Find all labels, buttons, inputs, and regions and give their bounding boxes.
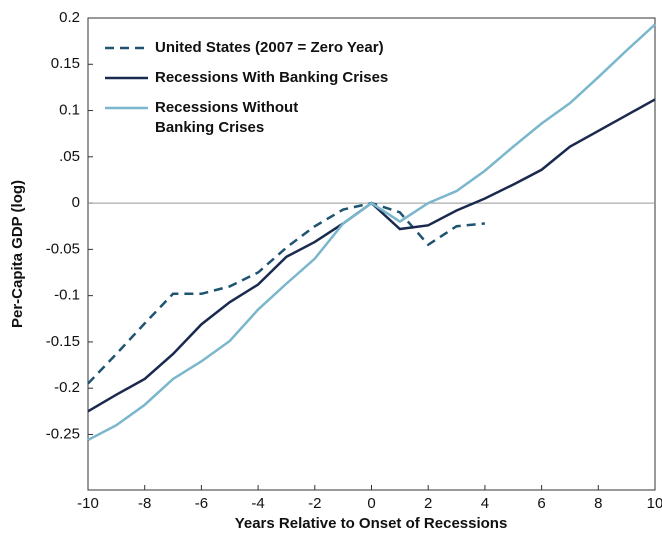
legend-label-line: Banking Crises [155,119,264,136]
plot-frame [87,17,656,491]
x-tick-label: -4 [251,495,264,512]
y-tick-label: -0.1 [54,287,80,304]
y-tick-label: 0.15 [51,55,80,72]
y-tick-label: 0.1 [59,102,80,119]
x-tick-label: -6 [195,495,208,512]
x-tick-label: 6 [537,495,545,512]
x-tick-label: -2 [308,495,321,512]
series-line [87,201,486,385]
x-tick-label: 4 [481,495,489,512]
x-tick-label: 0 [367,495,375,512]
legend-label: Recessions With Banking Crises [155,69,388,86]
y-axis-label: Per-Capita GDP (log) [9,180,26,328]
legend-label: Recessions Without Banking Crises [155,99,298,136]
y-tick-label: 0.2 [59,9,80,26]
y-tick-label: 0 [72,194,80,211]
x-tick-label: 8 [594,495,602,512]
y-tick-label: -0.05 [46,240,80,257]
y-tick-label: -0.15 [46,333,80,350]
legend-label: United States (2007 = Zero Year) [155,39,384,56]
y-tick-label: .05 [59,148,80,165]
x-tick-label: -10 [77,495,99,512]
x-tick-label: 2 [424,495,432,512]
x-tick-label: -8 [138,495,151,512]
x-tick-label: 10 [647,495,662,512]
series-line [87,98,656,413]
legend-label-line: Recessions Without [155,99,298,116]
series-line [87,23,656,442]
y-tick-label: -0.2 [54,379,80,396]
y-tick-label: -0.25 [46,425,80,442]
x-axis-label: Years Relative to Onset of Recessions [235,515,508,532]
